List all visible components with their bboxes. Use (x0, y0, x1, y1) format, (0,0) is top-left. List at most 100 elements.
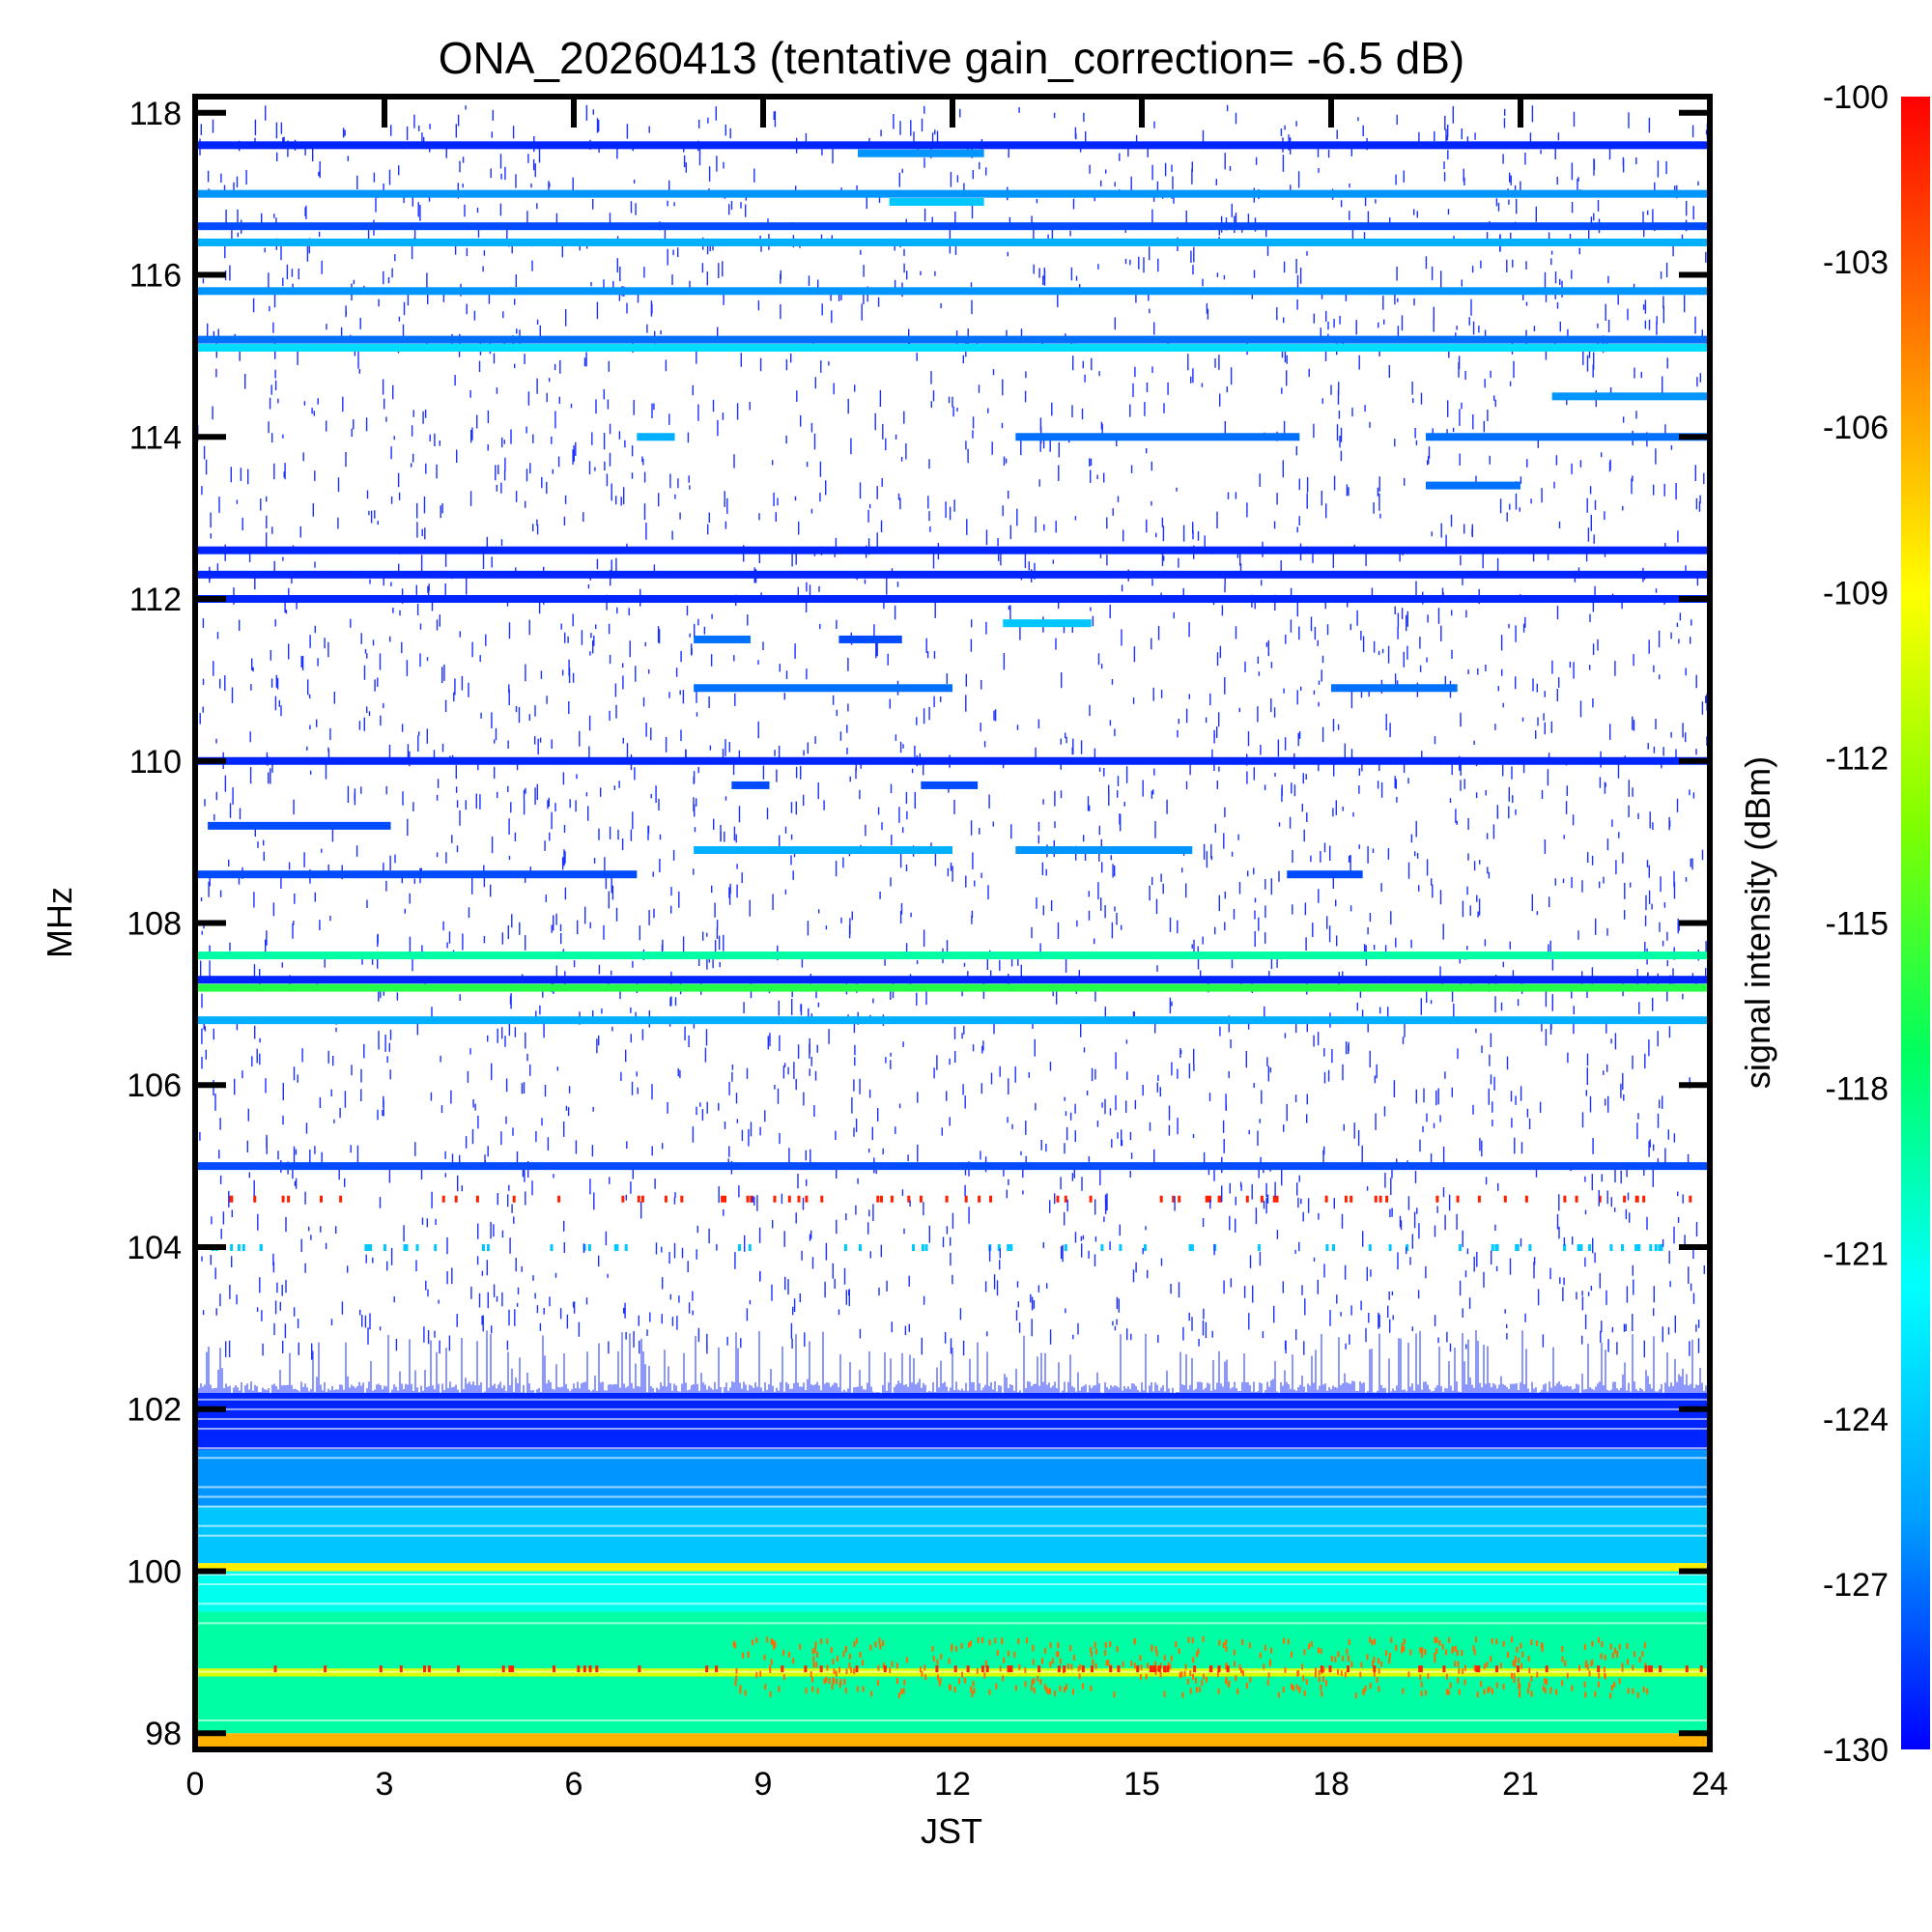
signal-band (195, 335, 1710, 344)
band-stripe (195, 1505, 1710, 1508)
signal-band (195, 595, 1710, 604)
x-tick-label: 12 (934, 1766, 971, 1803)
colorbar (1901, 97, 1930, 1749)
x-axis: 0 3 6 9 12 15 18 21 24 (186, 97, 1728, 1803)
background-band (195, 1733, 1710, 1749)
signal-band (195, 287, 1710, 296)
colorbar-tick-label: -106 (1823, 410, 1889, 446)
band-stripe (195, 1407, 1710, 1410)
y-axis: 98 100 102 104 106 108 110 112 114 116 118 (127, 96, 1710, 1752)
x-axis-label: JST (921, 1811, 982, 1851)
y-tick-label: 118 (129, 96, 182, 132)
dotted-row (229, 1195, 1692, 1203)
x-tick-label: 24 (1691, 1766, 1728, 1803)
colorbar-tick-label: -130 (1823, 1732, 1889, 1769)
background-band (195, 1611, 1710, 1669)
signal-segment (637, 433, 675, 441)
x-tick-label: 3 (376, 1766, 394, 1803)
band-stripe (195, 1447, 1710, 1450)
signal-band (195, 1162, 1710, 1171)
band-stripe (195, 1398, 1710, 1401)
band-stripe (195, 1573, 1710, 1576)
signal-segment (1551, 392, 1710, 401)
signal-band (195, 570, 1710, 579)
x-tick-label: 9 (754, 1766, 773, 1803)
y-tick-label: 106 (127, 1067, 182, 1104)
band-stripe (195, 1719, 1710, 1721)
colorbar-tick-label: -109 (1823, 575, 1889, 611)
signal-band (195, 952, 1710, 960)
y-tick-label: 112 (129, 582, 182, 618)
colorbar-tick-label: -100 (1823, 79, 1889, 116)
background-band (195, 1392, 1710, 1450)
y-tick-label: 98 (145, 1716, 182, 1752)
signal-band (195, 238, 1710, 246)
signal-segment (1426, 433, 1710, 441)
signal-band (195, 344, 1710, 353)
band-stripe (195, 1670, 1710, 1673)
signal-segment (921, 781, 979, 789)
x-tick-label: 21 (1502, 1766, 1539, 1803)
signal-segment (1003, 619, 1092, 628)
colorbar-tick-label: -118 (1825, 1071, 1889, 1108)
y-tick-label: 104 (127, 1230, 182, 1266)
band-stripe (195, 1428, 1710, 1431)
signal-segment (195, 870, 638, 879)
noise-spikes (195, 1329, 1709, 1393)
x-tick-label: 0 (186, 1766, 205, 1803)
y-tick-label: 110 (129, 744, 182, 781)
y-tick-label: 116 (129, 258, 182, 295)
band-stripe (195, 1603, 1710, 1605)
signal-band (195, 1016, 1710, 1025)
signal-segment (1287, 870, 1363, 879)
dotted-row (211, 1244, 1663, 1251)
colorbar-tick-label: -127 (1823, 1567, 1889, 1604)
y-tick-label: 108 (127, 906, 182, 943)
colorbar-tick-label: -121 (1823, 1236, 1889, 1273)
band-stripe (195, 1417, 1710, 1420)
signal-segment (694, 635, 751, 643)
band-stripe (195, 1486, 1710, 1489)
band-stripe (195, 1457, 1710, 1460)
colorbar-ticks: -100 -103 -106 -109 -112 -115 -118 -121 -124 -127… (1823, 79, 1889, 1769)
signal-segment (694, 684, 952, 693)
signal-band (195, 189, 1710, 198)
chart-title: ONA_20260413 (tentative gain_correction=… (439, 33, 1465, 83)
band-stripe (195, 1524, 1710, 1527)
signal-band (195, 976, 1710, 984)
band-stripe (195, 1495, 1710, 1498)
signal-band (195, 141, 1710, 150)
background-band (195, 1571, 1710, 1612)
dotted-row (273, 1665, 1703, 1673)
signal-segment (858, 149, 984, 157)
y-axis-label: MHz (40, 887, 79, 958)
band-stripe (195, 1583, 1710, 1586)
y-tick-label: 100 (127, 1553, 182, 1590)
colorbar-tick-label: -124 (1823, 1402, 1889, 1438)
speckles (732, 1635, 1649, 1699)
signal-segment (208, 821, 391, 830)
signal-band (195, 756, 1710, 765)
band-stripe (195, 1622, 1710, 1625)
x-tick-label: 6 (565, 1766, 583, 1803)
signal-segment (694, 846, 952, 855)
plot-area (195, 97, 1710, 1749)
colorbar-tick-label: -115 (1825, 906, 1889, 943)
colorbar-tick-label: -112 (1825, 740, 1889, 777)
signal-band (195, 222, 1710, 231)
signal-segment (731, 781, 770, 789)
signal-segment (1426, 481, 1520, 490)
background-band (195, 1563, 1710, 1572)
signal-segment (889, 198, 984, 207)
y-tick-label: 102 (127, 1392, 182, 1429)
signal-segment (838, 635, 902, 643)
signal-band (195, 983, 1710, 992)
signal-segment (1015, 846, 1193, 855)
y-tick-label: 114 (129, 419, 182, 456)
signal-segment (1331, 684, 1458, 693)
signal-segment (1015, 433, 1300, 441)
colorbar-tick-label: -103 (1823, 244, 1889, 281)
band-stripe (195, 1534, 1710, 1537)
signal-band (195, 546, 1710, 554)
